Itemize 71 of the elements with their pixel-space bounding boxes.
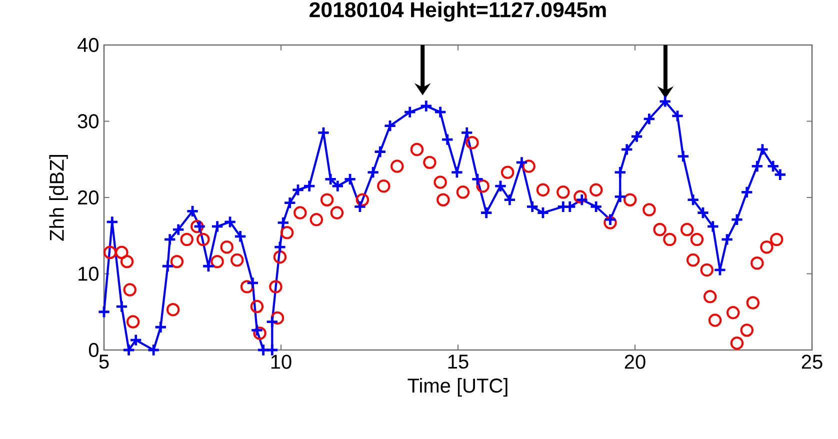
point <box>220 240 234 254</box>
point <box>522 160 536 173</box>
point <box>686 253 700 267</box>
point <box>320 193 334 206</box>
point <box>642 203 656 216</box>
x-tick-label: 25 <box>802 354 822 369</box>
point <box>466 136 479 150</box>
point <box>115 246 128 259</box>
point <box>703 290 717 304</box>
point <box>253 326 266 340</box>
x-tick-label: 20 <box>624 354 646 369</box>
y-tick-label: 30 <box>78 114 98 128</box>
point <box>770 232 784 246</box>
point <box>589 183 603 196</box>
y-tick-label: 0 <box>88 342 98 358</box>
point <box>103 246 117 259</box>
point <box>390 160 404 173</box>
point <box>356 193 370 206</box>
point <box>410 142 424 156</box>
point <box>690 232 704 246</box>
point <box>423 156 436 170</box>
y-tick-label: 20 <box>78 190 98 205</box>
point <box>680 222 694 236</box>
point <box>436 193 450 206</box>
point <box>170 254 184 268</box>
point <box>269 280 282 294</box>
x-tick-label: 15 <box>448 354 468 369</box>
point <box>476 179 490 193</box>
point <box>434 176 447 189</box>
point <box>230 253 244 267</box>
x-tick-label: 5 <box>99 354 109 369</box>
point <box>126 315 140 328</box>
point <box>180 232 194 246</box>
point <box>746 296 760 310</box>
point <box>210 254 224 268</box>
point <box>574 190 587 204</box>
point <box>190 220 204 234</box>
point <box>250 300 264 314</box>
point <box>166 302 180 316</box>
point <box>623 193 637 206</box>
point <box>377 179 390 193</box>
point <box>294 206 307 220</box>
point <box>273 250 287 264</box>
point <box>120 254 134 268</box>
point <box>750 256 764 270</box>
point <box>500 166 514 179</box>
point <box>310 213 324 226</box>
point <box>653 222 666 236</box>
point <box>760 240 774 254</box>
point <box>604 216 617 230</box>
point <box>330 206 344 220</box>
y-axis-title: Zhh [dBZ] <box>49 155 68 241</box>
point <box>456 186 470 199</box>
y-tick-label: 40 <box>78 38 98 52</box>
point <box>663 232 676 246</box>
point <box>123 283 136 296</box>
point <box>536 183 550 196</box>
point <box>196 232 210 246</box>
point <box>556 186 570 199</box>
point <box>726 306 740 320</box>
point <box>280 226 294 240</box>
point <box>240 280 254 294</box>
x-tick-label: 10 <box>271 354 292 369</box>
point <box>740 324 754 337</box>
chart-title: 20180104 Height=1127.0945m <box>310 2 606 22</box>
y-tick-label: 10 <box>78 266 98 281</box>
point <box>708 314 722 327</box>
point <box>730 336 744 350</box>
x-axis-title: Time [UTC] <box>408 378 508 397</box>
point <box>700 263 714 277</box>
point <box>270 311 284 325</box>
